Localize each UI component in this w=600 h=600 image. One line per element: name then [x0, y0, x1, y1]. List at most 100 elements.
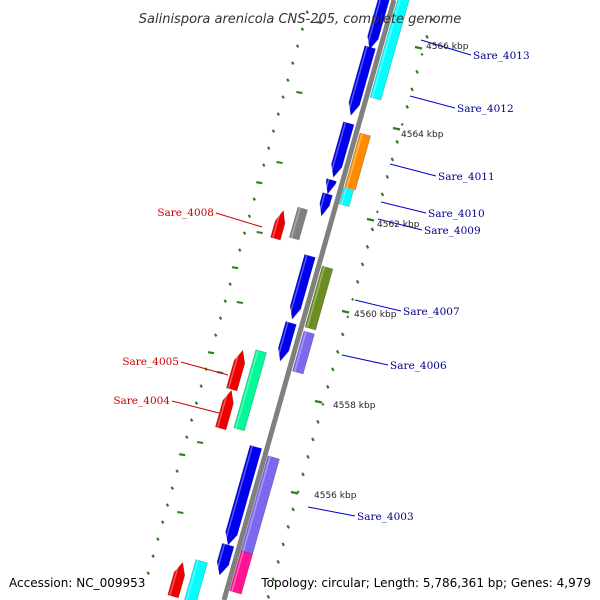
gene-block-sare-4002-cog-shape	[229, 550, 253, 595]
gene-block-sare-4010-cds	[324, 178, 337, 195]
outer-tick	[271, 577, 276, 582]
gene-label[interactable]: Sare_4009	[424, 225, 481, 237]
inner-tick	[281, 95, 285, 99]
gene-label[interactable]: Sare_4011	[438, 171, 495, 183]
outer-tick	[301, 472, 305, 477]
outer-tick	[400, 122, 404, 126]
leader-line	[380, 201, 427, 214]
mid-tick	[177, 511, 184, 514]
outer-tick	[355, 279, 360, 284]
gene-block-sare-4005-cds-shape	[226, 349, 246, 392]
outer-tick	[316, 419, 320, 424]
outer-tick	[281, 542, 285, 547]
gene-block-sare-4010-cog-shape	[339, 187, 354, 207]
outer-tick	[385, 174, 390, 179]
gene-label[interactable]: Sare_4005	[122, 356, 179, 368]
gene-block-sare-4009-cds-highlight	[317, 192, 326, 216]
gene-block-sare-4009-cds	[317, 192, 333, 217]
gene-block-sare-4013-cds-shape	[367, 0, 390, 50]
outer-tick	[430, 17, 434, 22]
outer-tick	[390, 157, 395, 162]
gene-label[interactable]: Sare_4008	[157, 207, 214, 219]
outer-tick	[291, 507, 295, 512]
leader-line	[307, 506, 356, 517]
gene-label[interactable]: Sare_4010	[428, 208, 485, 220]
leader-line	[171, 400, 220, 414]
leader-line	[354, 299, 402, 312]
kbp-label: 4556 kbp	[314, 491, 357, 501]
outer-tick	[351, 297, 355, 301]
outer-tick	[296, 490, 300, 494]
gene-block-sare-4013-cds	[365, 0, 390, 50]
inner-tick	[156, 537, 160, 541]
inner-major-tick	[231, 266, 239, 270]
feature-layer	[167, 0, 410, 600]
inner-tick	[146, 571, 150, 575]
inner-tick	[185, 435, 189, 439]
inner-tick	[300, 27, 305, 31]
gene-block-sare-4008-cds-shape	[270, 209, 286, 241]
inner-tick	[170, 486, 175, 490]
gene-block-sare-4003-cds-highlight	[223, 445, 254, 545]
inner-major-tick	[256, 181, 263, 185]
outer-tick	[321, 402, 325, 406]
gene-block-sare-4004-cds	[215, 389, 234, 431]
inner-major-tick	[178, 453, 186, 457]
inner-tick	[151, 554, 155, 558]
gene-block-sare-4003-cds-shape	[225, 445, 263, 546]
inner-tick	[228, 282, 232, 286]
leader-line	[377, 218, 423, 231]
inner-tick	[199, 384, 203, 388]
outer-tick	[420, 52, 424, 56]
gene-block-sare-4002-cds-shape	[216, 543, 235, 576]
inner-tick	[262, 163, 266, 167]
gene-block-sare-4013-cog-highlight	[371, 0, 401, 98]
outer-tick	[365, 244, 370, 249]
gene-block-sare-4008-cog-shape	[289, 206, 308, 241]
map-title: Salinispora arenicola CNS-205, complete …	[139, 12, 461, 27]
leader-line	[409, 95, 456, 109]
tick-marks	[146, 10, 434, 599]
gene-block-sare-4012-cds-highlight	[347, 46, 368, 115]
mid-tick	[256, 231, 263, 234]
accession-label: Accession: NC_009953	[9, 576, 145, 590]
gene-block-sare-4011-cds-highlight	[329, 122, 347, 177]
gene-block-sare-4012-cds-shape	[348, 45, 376, 116]
gene-block-sare-4007-cog	[304, 265, 334, 331]
gene-block-sare-4003-cds	[223, 445, 263, 546]
gene-block-sare-4010-cog-highlight	[340, 188, 347, 205]
major-tick	[341, 309, 350, 314]
backbone-line	[221, 0, 397, 600]
kbp-label: 4562 kbp	[377, 220, 420, 230]
gene-block-sare-4007-cds-shape	[289, 254, 316, 320]
gene-label[interactable]: Sare_4012	[457, 103, 514, 115]
major-tick	[414, 45, 423, 50]
gene-block-sare-4011-cds	[329, 121, 355, 178]
gene-label[interactable]: Sare_4013	[473, 50, 530, 62]
mid-tick	[316, 21, 323, 24]
gene-label[interactable]: Sare_4004	[113, 395, 170, 407]
outer-tick	[335, 349, 340, 354]
inner-major-tick	[207, 351, 215, 355]
gene-block-sare-4005-cog-highlight	[235, 350, 259, 429]
inner-tick	[276, 112, 281, 116]
major-tick	[314, 399, 323, 404]
gene-label[interactable]: Sare_4003	[357, 511, 414, 523]
outer-tick	[266, 594, 271, 599]
inner-tick	[165, 503, 170, 507]
mid-tick	[236, 301, 243, 304]
outer-tick	[370, 227, 375, 232]
inner-tick	[247, 214, 252, 218]
kbp-label: 4558 kbp	[333, 401, 376, 411]
gene-block-sare-4007-cds	[288, 254, 316, 320]
gene-label[interactable]: Sare_4006	[390, 360, 447, 372]
outer-tick	[405, 104, 409, 109]
inner-tick	[160, 520, 165, 524]
gene-block-sare-4007-cds-highlight	[288, 254, 308, 319]
gene-labels: Sare_4013 Sare_4012 Sare_4011 Sare_4010 Sare…	[113, 50, 529, 523]
kbp-labels: 4566 kbp 4564 kbp 4562 kbp 4560 kbp 4558 kbp…	[314, 42, 469, 501]
gene-label[interactable]: Sare_4007	[403, 306, 460, 318]
gene-block-sare-4002-cds-highlight	[215, 543, 226, 575]
gene-block-sare-4006-cog-shape	[292, 330, 315, 375]
